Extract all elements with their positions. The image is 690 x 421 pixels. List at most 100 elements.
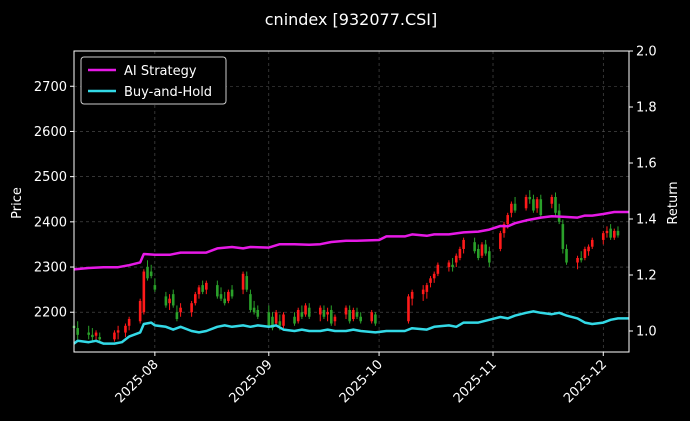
candle bbox=[458, 246, 462, 261]
candle bbox=[410, 289, 414, 306]
candle-body bbox=[326, 312, 329, 315]
y-tick-label-left: 2300 bbox=[34, 261, 67, 276]
candle bbox=[142, 269, 146, 315]
candle bbox=[407, 294, 410, 324]
candle-body bbox=[293, 316, 296, 324]
candle bbox=[462, 237, 465, 254]
candle-body bbox=[429, 278, 432, 283]
candle-body bbox=[223, 298, 226, 304]
candle bbox=[216, 280, 219, 299]
candle-body bbox=[462, 239, 465, 249]
candle-body bbox=[407, 296, 410, 322]
legend-label-ai-strategy: AI Strategy bbox=[124, 64, 197, 79]
candle bbox=[149, 264, 153, 279]
candle bbox=[539, 194, 543, 218]
candle bbox=[510, 201, 513, 218]
candle-body bbox=[333, 316, 337, 322]
candle bbox=[451, 257, 454, 272]
candle-body bbox=[480, 244, 484, 256]
candle-body bbox=[219, 294, 223, 299]
candle bbox=[499, 230, 502, 252]
candle bbox=[296, 307, 300, 324]
candle bbox=[300, 305, 304, 320]
candle-body bbox=[355, 312, 359, 317]
candle-body bbox=[175, 312, 179, 320]
candle bbox=[502, 221, 506, 238]
candle bbox=[587, 244, 590, 256]
candle bbox=[293, 312, 296, 326]
candle bbox=[524, 194, 528, 211]
candle-body bbox=[510, 203, 513, 213]
candle-body bbox=[539, 199, 543, 216]
candle bbox=[421, 285, 425, 301]
candle bbox=[477, 244, 480, 261]
candle bbox=[127, 316, 131, 331]
candle-body bbox=[230, 289, 234, 297]
candle-body bbox=[91, 334, 94, 338]
candle bbox=[168, 294, 171, 310]
candle-body bbox=[616, 230, 620, 236]
grid bbox=[74, 51, 629, 352]
candle bbox=[579, 251, 583, 263]
candle-body bbox=[579, 257, 583, 261]
y-tick-label-right: 1.6 bbox=[636, 157, 657, 172]
candle-body bbox=[488, 251, 491, 263]
candle-body bbox=[322, 309, 326, 317]
candle bbox=[565, 244, 568, 265]
candle-body bbox=[524, 196, 528, 209]
candle-body bbox=[506, 215, 510, 225]
candle bbox=[171, 289, 175, 308]
candle bbox=[267, 305, 271, 329]
candle bbox=[484, 239, 487, 256]
y-axis-left: 2200 2300 2400 2500 2600 2700 bbox=[34, 80, 74, 321]
candle-body bbox=[304, 305, 307, 315]
candle bbox=[322, 305, 326, 320]
candle-body bbox=[245, 276, 249, 290]
candle-body bbox=[425, 285, 429, 292]
candle-body bbox=[318, 307, 322, 315]
candle-body bbox=[138, 300, 142, 322]
candle bbox=[87, 325, 91, 340]
candle bbox=[318, 305, 322, 322]
candle-body bbox=[149, 271, 153, 277]
candle bbox=[94, 330, 98, 341]
candle bbox=[513, 196, 517, 213]
candle bbox=[612, 228, 616, 240]
candle bbox=[550, 194, 554, 209]
candle bbox=[304, 303, 307, 317]
candle bbox=[554, 192, 557, 218]
candle bbox=[355, 307, 359, 320]
candle-body bbox=[271, 316, 274, 329]
candle-body bbox=[241, 273, 245, 290]
candle bbox=[241, 271, 245, 295]
y-tick-label-left: 2400 bbox=[34, 215, 67, 230]
y-tick-label-right: 1.4 bbox=[636, 213, 657, 228]
candle bbox=[616, 226, 620, 238]
candle-body bbox=[274, 312, 278, 324]
candle bbox=[326, 307, 329, 322]
candle-body bbox=[565, 248, 568, 263]
candle bbox=[601, 230, 605, 245]
candle-body bbox=[352, 309, 355, 320]
candle-body bbox=[583, 248, 587, 258]
candle bbox=[219, 287, 223, 301]
candle-body bbox=[348, 309, 351, 322]
candle-body bbox=[282, 314, 285, 326]
candle bbox=[201, 280, 204, 295]
candle-body bbox=[113, 332, 116, 340]
candle-body bbox=[179, 307, 182, 313]
candle bbox=[193, 291, 197, 306]
candle bbox=[609, 224, 612, 240]
y-axis-label-right: Return bbox=[666, 181, 681, 224]
candle-body bbox=[153, 285, 157, 290]
candle-body bbox=[124, 325, 127, 333]
candle bbox=[480, 242, 484, 258]
candle bbox=[223, 291, 226, 306]
candle bbox=[528, 190, 532, 204]
candle-body bbox=[94, 332, 98, 336]
candle bbox=[454, 253, 458, 268]
candle-body bbox=[432, 273, 436, 279]
candle bbox=[76, 321, 79, 340]
candle-body bbox=[601, 233, 605, 240]
candle-body bbox=[587, 246, 590, 252]
